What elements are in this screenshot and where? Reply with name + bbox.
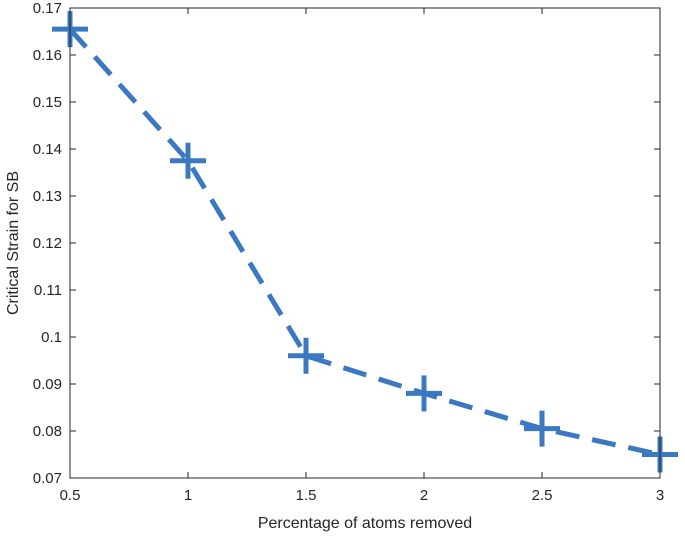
y-tick-label: 0.08: [33, 423, 62, 440]
y-axis-label: Critical Strain for SB: [5, 171, 22, 315]
y-tick-label: 0.13: [33, 188, 62, 205]
y-tick-label: 0.12: [33, 235, 62, 252]
plot-area: [70, 8, 660, 478]
series-line: [68, 27, 661, 457]
x-tick-label: 2: [420, 487, 428, 504]
x-tick-label: 0.5: [60, 487, 81, 504]
x-tick-label: 2.5: [532, 487, 553, 504]
x-axis-label: Percentage of atoms removed: [258, 515, 472, 532]
data-point-marker: [524, 410, 560, 447]
y-tick-label: 0.17: [33, 0, 62, 17]
y-tick-label: 0.16: [33, 47, 62, 64]
y-tick-label: 0.09: [33, 376, 62, 393]
data-point-marker: [406, 375, 442, 412]
y-tick-label: 0.11: [34, 282, 62, 299]
x-tick-label: 1.5: [296, 487, 317, 504]
x-tick-label: 3: [656, 487, 664, 504]
data-point-marker: [170, 142, 206, 179]
y-tick-label: 0.14: [33, 141, 62, 158]
y-tick-label: 0.15: [33, 94, 62, 111]
y-tick-label: 0.07: [33, 470, 62, 487]
y-tick-label: 0.1: [41, 329, 62, 346]
data-point-marker: [288, 337, 324, 374]
x-tick-label: 1: [184, 487, 192, 504]
